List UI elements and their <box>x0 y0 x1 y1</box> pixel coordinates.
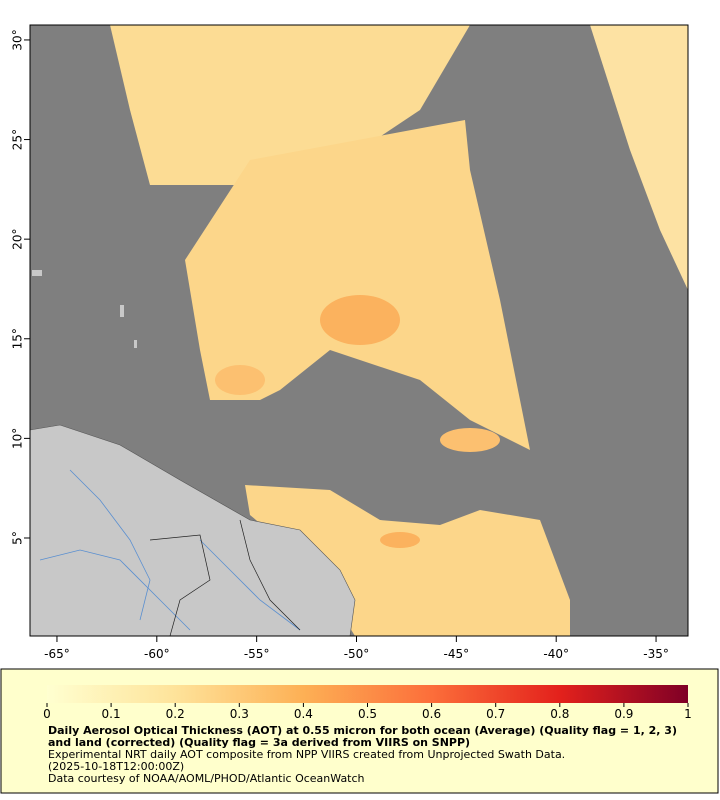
colorbar <box>47 685 688 703</box>
x-tick-label: -50° <box>344 647 370 661</box>
colorbar-tick-label: 0.5 <box>358 707 377 721</box>
x-tick-label: -40° <box>543 647 569 661</box>
island <box>120 305 124 317</box>
aot-swath <box>245 485 570 636</box>
colorbar-tick-label: 0.4 <box>294 707 313 721</box>
aot-high <box>215 365 265 395</box>
colorbar-tick-label: 0.3 <box>230 707 249 721</box>
land <box>30 424 356 636</box>
y-tick-label: 5° <box>11 531 25 545</box>
caption-title: Daily Aerosol Optical Thickness (AOT) at… <box>48 724 677 749</box>
aot-swath <box>590 25 688 290</box>
y-tick-label: 25° <box>11 129 25 150</box>
y-tick-label: 15° <box>11 328 25 349</box>
colorbar-tick-label: 0.1 <box>102 707 121 721</box>
caption: Daily Aerosol Optical Thickness (AOT) at… <box>48 725 688 785</box>
aot-high <box>440 428 500 452</box>
colorbar-tick-label: 0.7 <box>486 707 505 721</box>
caption-line: Data courtesy of NOAA/AOML/PHOD/Atlantic… <box>48 772 365 785</box>
colorbar-tick-label: 0.9 <box>614 707 633 721</box>
aot-high <box>380 532 420 548</box>
river <box>199 539 301 631</box>
colorbar-tick-label: 0.8 <box>550 707 569 721</box>
colorbar-tick-label: 0 <box>43 707 51 721</box>
x-tick-label: -45° <box>444 647 470 661</box>
y-tick-label: 30° <box>11 29 25 50</box>
river <box>39 549 191 631</box>
y-tick-label: 20° <box>11 229 25 250</box>
x-tick-label: -65° <box>44 647 70 661</box>
river <box>69 469 151 621</box>
y-tick-label: 10° <box>11 428 25 449</box>
x-tick-label: -35° <box>643 647 669 661</box>
x-tick-label: -60° <box>144 647 170 661</box>
colorbar-tick-label: 1 <box>684 707 692 721</box>
caption-line: Experimental NRT daily AOT composite fro… <box>48 748 566 761</box>
colorbar-tick-label: 0.2 <box>166 707 185 721</box>
map-frame <box>29 24 689 637</box>
caption-line: (2025-10-18T12:00:00Z) <box>48 760 185 773</box>
aot-swath <box>185 120 530 450</box>
x-tick-label: -55° <box>244 647 270 661</box>
aot-swath <box>110 25 470 185</box>
map-area <box>30 25 688 636</box>
border <box>239 519 301 631</box>
aot-high <box>320 295 400 345</box>
colorbar-tick-label: 0.6 <box>422 707 441 721</box>
island <box>32 270 42 276</box>
island <box>134 340 137 348</box>
border <box>149 534 211 636</box>
